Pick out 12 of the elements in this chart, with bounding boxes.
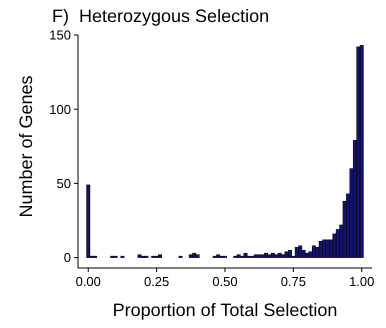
- y-tick-label: 150: [49, 28, 71, 43]
- x-axis-title: Proportion of Total Selection: [112, 300, 338, 320]
- chart-title: F) Heterozygous Selection: [52, 6, 270, 26]
- x-tick-label: 1.00: [349, 274, 374, 289]
- x-tick-label: 0.75: [280, 274, 306, 289]
- x-tick-label: 0.50: [212, 274, 238, 289]
- x-tick-label: 0.25: [144, 274, 170, 289]
- y-tick-label: 0: [64, 250, 71, 266]
- y-tick-label: 50: [56, 176, 71, 191]
- y-tick-label: 100: [49, 102, 71, 117]
- x-tick-label: 0.00: [76, 274, 101, 289]
- y-axis-title: Number of Genes: [16, 75, 36, 218]
